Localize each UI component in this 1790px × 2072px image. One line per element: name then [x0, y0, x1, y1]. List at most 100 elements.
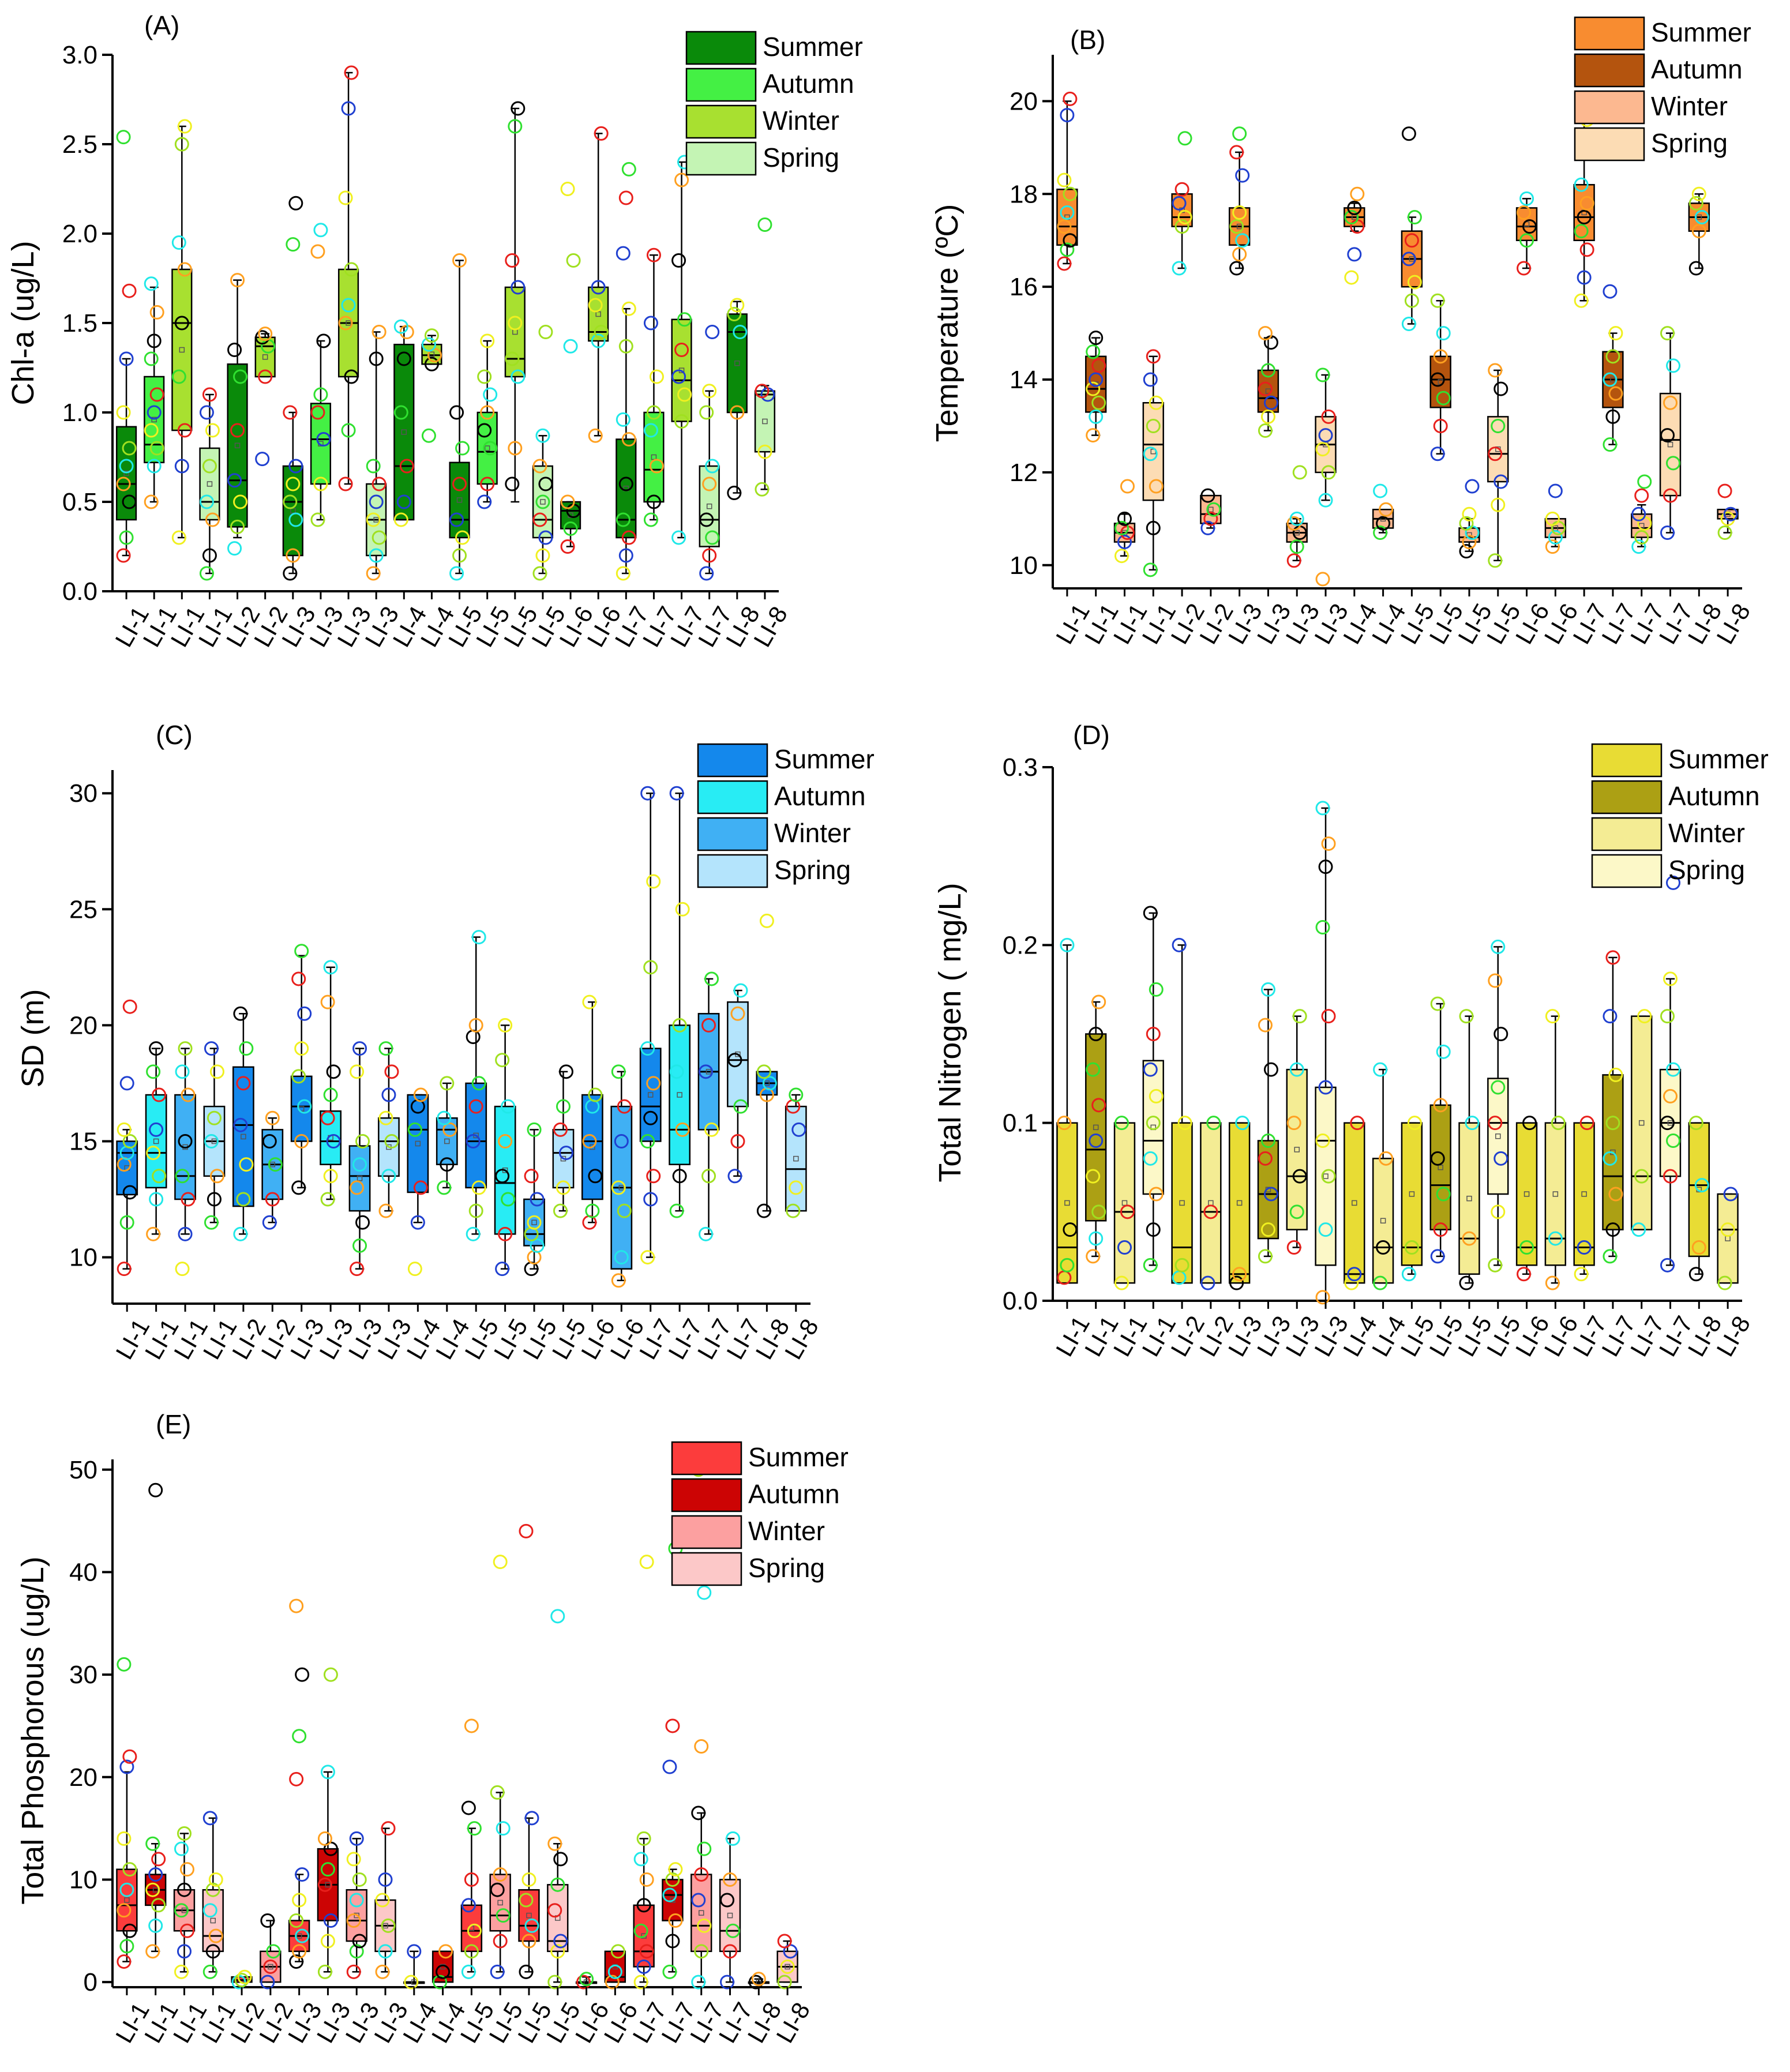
data-point — [175, 1064, 190, 1079]
data-point — [236, 1076, 251, 1091]
data-point — [413, 1180, 428, 1195]
legend-label: Autumn — [1651, 54, 1743, 84]
data-point — [1172, 196, 1187, 211]
data-point — [320, 1862, 335, 1877]
y-axis-label: Total Nitrogen ( mg/L) — [933, 883, 967, 1182]
mean-marker — [354, 1912, 359, 1919]
data-point — [1149, 1187, 1164, 1202]
data-point — [1203, 1204, 1218, 1219]
data-point — [1517, 261, 1532, 276]
data-point — [449, 405, 464, 420]
legend-swatch — [697, 854, 768, 888]
data-point — [1631, 506, 1646, 521]
mean-marker — [1236, 1200, 1243, 1206]
data-point — [393, 512, 408, 527]
box-group — [575, 1972, 598, 1990]
box-group — [518, 1523, 540, 1979]
data-point — [310, 512, 325, 527]
legend-swatch — [1591, 780, 1663, 814]
data-point — [521, 1872, 536, 1887]
mean-marker — [1638, 1120, 1645, 1126]
y-tick-label: 0.3 — [1003, 753, 1038, 782]
mean-marker — [1409, 256, 1415, 262]
box — [588, 286, 609, 342]
data-point — [384, 1133, 399, 1148]
data-point — [1493, 1027, 1508, 1041]
legend-swatch — [1574, 53, 1645, 88]
data-point — [1086, 428, 1101, 443]
data-point — [455, 530, 470, 545]
data-point — [538, 530, 553, 545]
data-point — [1579, 1116, 1594, 1131]
data-point — [371, 476, 386, 491]
data-point — [1143, 372, 1158, 387]
box-group — [547, 1609, 569, 1990]
data-point — [1318, 428, 1333, 443]
data-point — [691, 1893, 706, 1908]
box-group — [173, 1826, 196, 1979]
mean-marker — [181, 1907, 187, 1913]
box-group — [476, 333, 498, 509]
data-point — [675, 902, 690, 917]
mean-marker — [677, 1092, 682, 1098]
data-point — [1373, 525, 1388, 540]
mean-marker — [706, 504, 712, 509]
box — [489, 1874, 511, 1932]
data-point — [119, 351, 134, 366]
data-point — [579, 1972, 594, 1987]
data-point — [733, 325, 748, 339]
data-point — [1545, 1009, 1560, 1024]
mean-marker — [1667, 441, 1673, 448]
data-point — [669, 1203, 684, 1218]
data-point — [227, 343, 242, 357]
box-group — [171, 119, 193, 545]
box-group — [639, 786, 662, 1265]
box-group — [1257, 326, 1279, 438]
data-point — [636, 1898, 651, 1913]
data-point — [369, 351, 384, 366]
data-point — [1430, 372, 1445, 387]
data-point — [177, 1944, 192, 1959]
box-group — [1401, 126, 1423, 332]
legend-label: Summer — [1668, 744, 1769, 774]
data-point — [1608, 326, 1623, 341]
data-point — [1292, 465, 1307, 480]
data-point — [665, 1872, 680, 1887]
panel-label: (C) — [156, 720, 193, 750]
data-point — [1089, 409, 1104, 424]
box — [643, 411, 665, 503]
data-point — [177, 119, 192, 134]
data-point — [616, 566, 631, 581]
data-point — [1519, 233, 1534, 248]
data-point — [553, 1122, 568, 1137]
data-point — [171, 235, 186, 250]
y-tick-label: 25 — [69, 895, 97, 924]
data-point — [1174, 1258, 1189, 1273]
data-point — [152, 1087, 167, 1102]
data-point — [1146, 1222, 1161, 1237]
data-point — [1060, 242, 1075, 257]
data-point — [495, 1053, 510, 1068]
data-point — [665, 1718, 680, 1733]
data-point — [466, 1030, 481, 1044]
data-point — [490, 1964, 505, 1979]
data-point — [483, 387, 498, 402]
data-point — [617, 1099, 632, 1114]
mean-marker — [1380, 1218, 1386, 1223]
box-group — [523, 1122, 545, 1277]
data-point — [614, 1250, 629, 1265]
data-point — [616, 512, 631, 527]
data-point — [1459, 1009, 1474, 1024]
data-point — [147, 333, 162, 348]
data-point — [508, 119, 523, 134]
data-point — [496, 1908, 511, 1923]
data-point — [1344, 210, 1359, 225]
data-point — [1574, 1267, 1589, 1282]
box-group — [719, 1831, 741, 1990]
data-point — [455, 441, 470, 456]
legend-swatch — [671, 1441, 742, 1476]
data-point — [209, 1169, 224, 1184]
data-point — [1235, 233, 1250, 248]
box — [1228, 1122, 1251, 1284]
